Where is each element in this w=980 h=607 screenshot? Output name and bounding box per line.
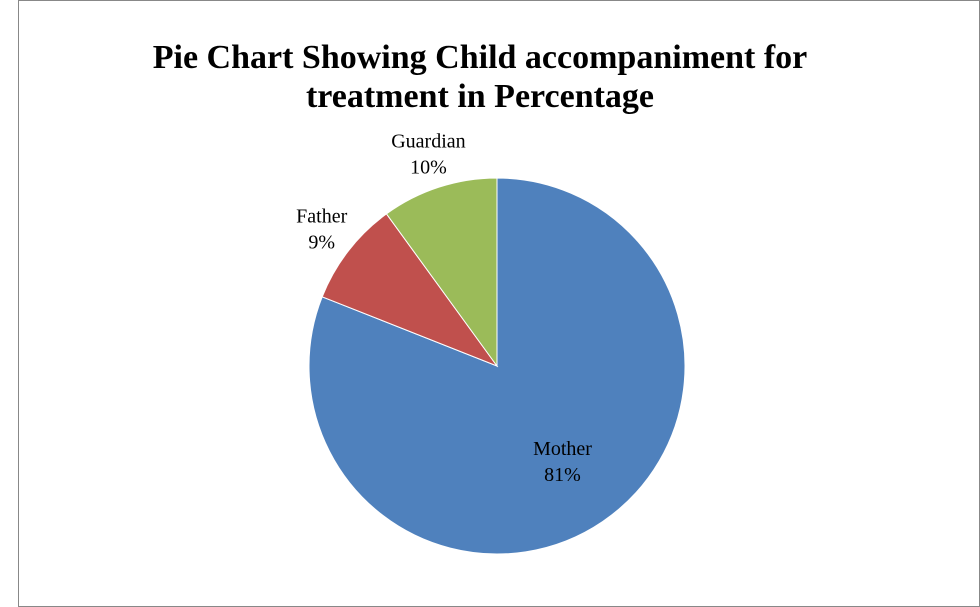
slice-value-label: 81%	[544, 464, 581, 486]
chart-title: Pie Chart Showing Child accompaniment fo…	[152, 39, 808, 115]
slice-label: Guardian	[391, 131, 465, 153]
slice-label: Father	[296, 206, 347, 228]
pie-slice	[385, 177, 498, 368]
pie-slice	[321, 213, 499, 368]
slice-value-label: 9%	[308, 232, 335, 254]
slice-label: Mother	[533, 438, 592, 460]
slice-value-label: 10%	[410, 157, 447, 179]
